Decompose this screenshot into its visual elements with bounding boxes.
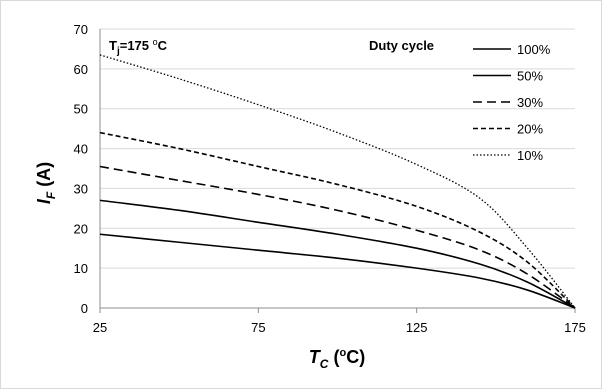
x-tick-label: 175	[564, 320, 586, 335]
junction-temperature-annotation: Tj=175 oC	[109, 37, 168, 57]
y-tick-label: 40	[74, 142, 88, 157]
y-tick-label: 10	[74, 261, 88, 276]
series-line-30pct	[99, 165, 576, 309]
x-tick-label: 75	[251, 320, 265, 335]
x-tick-label: 125	[406, 320, 428, 335]
legend-title: Duty cycle	[369, 38, 434, 53]
x-axis-label: TC (oC)	[309, 347, 365, 371]
y-tick-label: 70	[74, 22, 88, 37]
legend-label: 50%	[517, 69, 543, 84]
y-tick-label: 20	[74, 221, 88, 236]
grid	[100, 28, 575, 269]
series-line-10pct	[99, 54, 576, 309]
y-tick-label: 0	[81, 301, 88, 316]
y-tick-label: 60	[74, 62, 88, 77]
series-layer	[99, 54, 576, 309]
y-tick-label: 30	[74, 181, 88, 196]
series-line-100pct	[99, 233, 576, 309]
legend-label: 30%	[517, 95, 543, 110]
legend-label: 20%	[517, 122, 543, 137]
series-line-20pct	[99, 131, 576, 309]
x-tick-label: 25	[93, 320, 107, 335]
legend-label: 100%	[517, 42, 551, 57]
y-tick-label: 50	[74, 102, 88, 117]
legend-label: 10%	[517, 148, 543, 163]
legend: 100% 50% 30% 20% 10%	[473, 42, 551, 163]
y-axis-label: IF (A)	[34, 162, 58, 204]
series-line-50pct	[99, 199, 576, 309]
tick-labels: 0 10 20 30 40 50 60 70 25 75 125 175	[74, 22, 586, 335]
axes	[99, 29, 576, 313]
